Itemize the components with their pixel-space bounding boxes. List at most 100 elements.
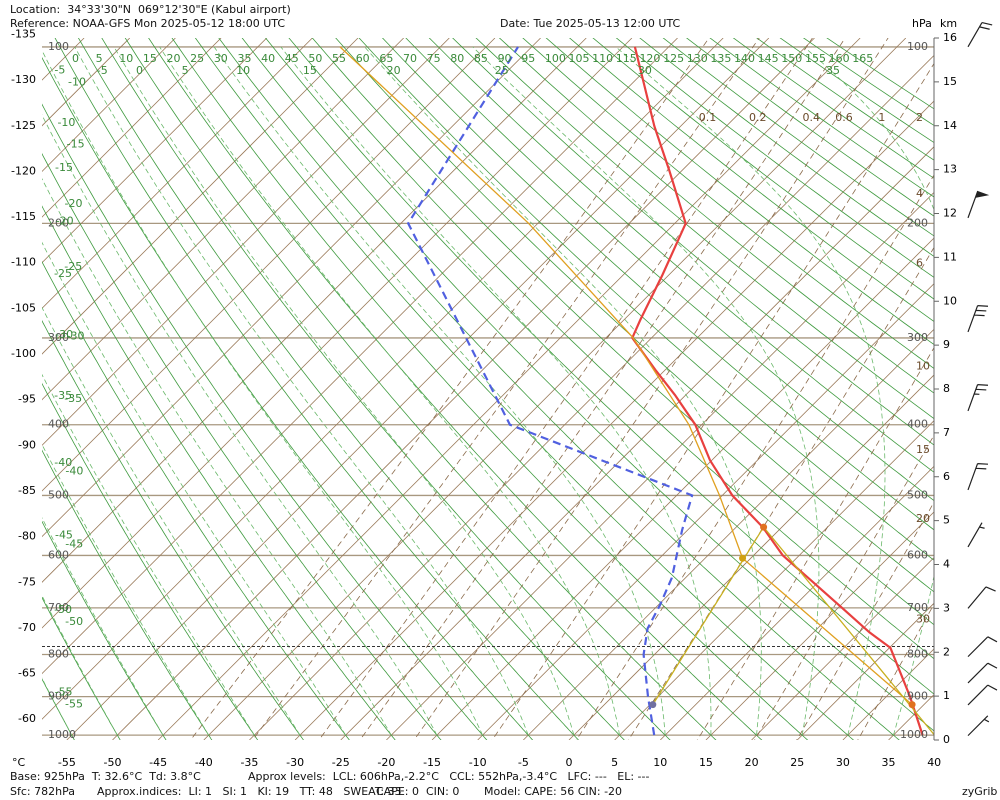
dry-adiabat-label: 155	[805, 52, 826, 65]
km-label: 4	[943, 558, 950, 571]
dry-adiabat-label: 135	[710, 52, 731, 65]
pressure-unit: hPa	[912, 17, 932, 30]
dry-adiabat-label: 5	[96, 52, 103, 65]
pressure-label: 100	[48, 40, 69, 53]
dry-adiabat	[241, 38, 934, 732]
moist-adiabat-label: -25	[64, 260, 82, 273]
dry-adiabat-label: 125	[663, 52, 684, 65]
dry-adiabat-label: 160	[829, 52, 850, 65]
moist-adiabat-label: 25	[495, 64, 509, 77]
footer-indices: Approx.indices: LI: 1 SI: 1 KI: 19 TT: 4…	[97, 785, 402, 798]
moist-adiabat	[364, 46, 762, 736]
isotherm	[614, 420, 934, 740]
isotherm	[157, 38, 861, 740]
isotherm	[431, 237, 934, 740]
dry-adiabat-label: 105	[569, 52, 590, 65]
pressure-label: 800	[48, 647, 69, 660]
left-tick-label: -60	[18, 712, 36, 725]
moist-adiabat-label: -40	[65, 464, 83, 477]
isotherm	[751, 557, 934, 740]
isotherm	[42, 38, 222, 218]
moist-adiabat	[42, 443, 210, 736]
dry-adiabat	[42, 596, 121, 740]
isotherm	[523, 328, 934, 740]
dry-adiabat-label: 120	[639, 52, 660, 65]
dry-adiabat-label: 90	[498, 52, 512, 65]
dry-adiabat	[42, 261, 350, 740]
moist-adiabat	[42, 49, 483, 736]
isotherm	[42, 38, 587, 583]
left-tick-label: -130	[11, 73, 36, 86]
dry-adiabat-label: -55	[55, 685, 73, 698]
mixing-ratio	[318, 38, 813, 740]
moist-adiabat	[615, 46, 886, 736]
x-tick-label: -40	[195, 756, 213, 768]
moist-adiabat-label: 30	[638, 64, 652, 77]
dry-adiabat-label: -30	[55, 328, 73, 341]
pressure-label: 400	[907, 418, 928, 431]
km-label: 14	[943, 119, 957, 132]
mixing-ratio	[575, 174, 934, 740]
km-label: 2	[943, 645, 950, 658]
mixing-ratio	[796, 501, 934, 740]
dry-adiabat-label: 130	[687, 52, 708, 65]
pressure-label: 900	[48, 690, 69, 703]
left-tick-label: -75	[18, 575, 36, 588]
km-label: 10	[943, 294, 957, 307]
dry-adiabat-label: 50	[308, 52, 322, 65]
profile-line	[631, 46, 924, 736]
isotherm	[660, 465, 934, 740]
left-tick-label: -135	[11, 27, 36, 40]
moist-adiabat-label: -15	[67, 137, 85, 150]
pressure-label: 1000	[48, 728, 76, 741]
pressure-label: 800	[907, 647, 928, 660]
left-tick-label: -125	[11, 119, 36, 132]
level-marker	[908, 701, 916, 709]
pressure-label: 1000	[900, 728, 928, 741]
dry-adiabat	[42, 678, 75, 740]
mixing-ratio-label: 0.1	[699, 111, 717, 124]
x-tick-label: -25	[332, 756, 350, 768]
km-label: 3	[943, 601, 950, 614]
credit: zyGrib	[962, 785, 998, 798]
footer-cape: CAPE: 0 CIN: 0	[376, 785, 460, 798]
mixing-ratio-label: 15	[916, 443, 930, 456]
dry-adiabat-label: 15	[143, 52, 157, 65]
km-label: 6	[943, 470, 950, 483]
dry-adiabat-label: 150	[781, 52, 802, 65]
dry-adiabat	[288, 38, 934, 660]
dry-adiabat-label: 110	[592, 52, 613, 65]
isotherm	[42, 38, 313, 309]
dry-adiabat	[101, 38, 671, 740]
isotherm	[796, 602, 934, 740]
left-tick-label: -105	[11, 301, 36, 314]
mixing-ratio-label: 6	[916, 257, 923, 270]
mixing-ratio-label: 20	[916, 512, 930, 525]
isotherm	[42, 38, 404, 401]
dry-adiabat	[732, 38, 934, 179]
pressure-label: 700	[48, 601, 69, 614]
x-unit: °C	[12, 756, 26, 768]
isotherm	[42, 38, 496, 492]
x-tick-label: 25	[790, 756, 804, 768]
isotherm	[705, 511, 934, 740]
dry-adiabat-label: 115	[616, 52, 637, 65]
dry-adiabat	[42, 520, 167, 740]
dry-adiabat	[428, 38, 934, 473]
pressure-label: 700	[907, 601, 928, 614]
moist-adiabat-label: -5	[97, 64, 108, 77]
dry-adiabat	[42, 449, 213, 740]
dry-adiabat-label: -5	[54, 64, 65, 77]
moist-adiabat-label: -45	[65, 538, 83, 551]
dry-adiabat	[42, 205, 396, 740]
mixing-ratio	[190, 38, 710, 740]
left-tick-label: -100	[11, 347, 36, 360]
dry-adiabat	[405, 38, 934, 502]
moist-adiabat-label: 5	[182, 64, 189, 77]
dry-adiabat-label: -35	[54, 389, 72, 402]
moist-adiabat	[42, 306, 301, 736]
km-label: 5	[943, 514, 950, 527]
dry-adiabat-label: -10	[57, 116, 75, 129]
dry-adiabat	[381, 38, 934, 531]
